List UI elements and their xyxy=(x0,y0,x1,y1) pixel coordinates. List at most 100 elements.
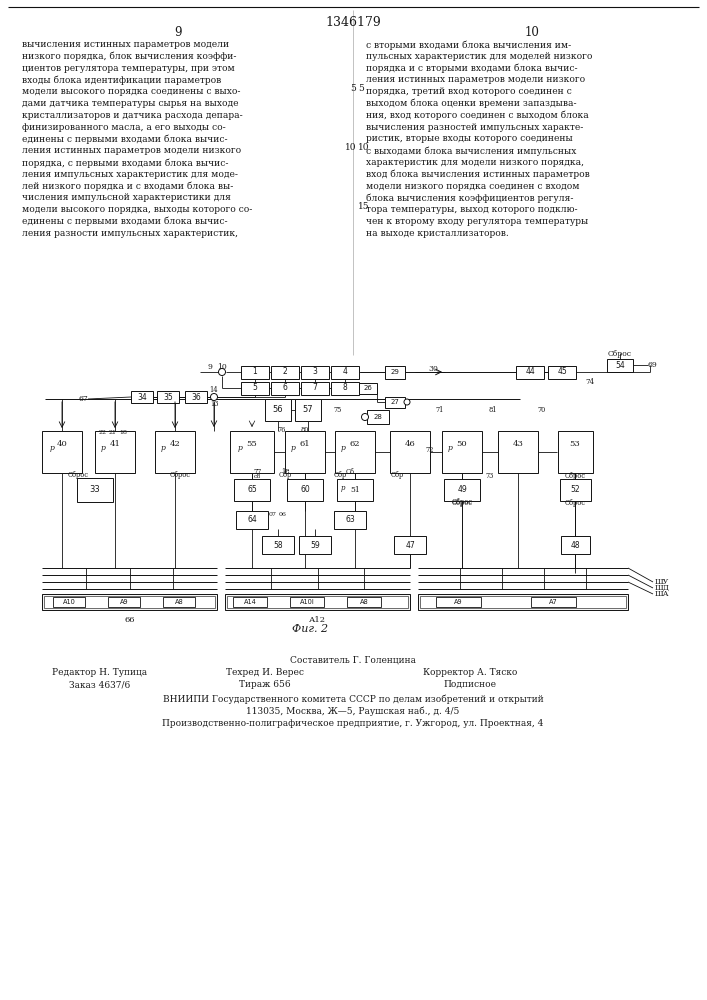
Text: 71: 71 xyxy=(436,406,444,414)
Text: 44: 44 xyxy=(525,367,535,376)
Text: 50: 50 xyxy=(457,440,467,448)
Text: 1: 1 xyxy=(252,367,257,376)
Bar xyxy=(95,431,135,473)
Bar xyxy=(236,511,268,529)
Text: Редактор Н. Тупица: Редактор Н. Тупица xyxy=(52,668,148,677)
Bar xyxy=(442,431,482,473)
Text: 6: 6 xyxy=(283,383,288,392)
Bar xyxy=(287,479,323,501)
Text: 5: 5 xyxy=(358,84,364,93)
Text: 43: 43 xyxy=(513,440,523,448)
Text: ристик, вторые входы которого соединены: ристик, вторые входы которого соединены xyxy=(366,134,573,143)
Text: 28: 28 xyxy=(373,414,382,420)
Text: числения импульсной характеристики для: числения импульсной характеристики для xyxy=(22,193,231,202)
Text: р: р xyxy=(448,444,452,452)
Text: Сброс: Сброс xyxy=(170,471,190,479)
Text: тора температуры, выход которого подклю-: тора температуры, выход которого подклю- xyxy=(366,205,578,214)
Text: 10: 10 xyxy=(217,363,227,371)
Text: модели высокого порядка, выходы которого со-: модели высокого порядка, выходы которого… xyxy=(22,205,252,214)
Bar xyxy=(359,382,377,393)
Text: ШУ: ШУ xyxy=(655,578,670,586)
Text: 67: 67 xyxy=(78,395,88,403)
Text: Заказ 4637/6: Заказ 4637/6 xyxy=(69,680,131,689)
Text: порядка, третий вход которого соединен с: порядка, третий вход которого соединен с xyxy=(366,87,572,96)
Bar xyxy=(262,536,294,554)
Text: Сбр: Сбр xyxy=(334,471,346,479)
Text: Сброс: Сброс xyxy=(564,499,585,507)
Text: 14: 14 xyxy=(210,386,218,394)
Text: 62: 62 xyxy=(350,440,361,448)
Text: 58: 58 xyxy=(273,540,283,550)
Text: ления импульсных характеристик для моде-: ления импульсных характеристик для моде- xyxy=(22,170,238,179)
Text: 80: 80 xyxy=(300,426,309,434)
Bar xyxy=(367,410,389,424)
Text: Тираж 656: Тираж 656 xyxy=(239,680,291,689)
Text: 15: 15 xyxy=(358,202,370,211)
Bar xyxy=(225,594,410,610)
Text: А9: А9 xyxy=(454,599,462,605)
Bar xyxy=(420,596,626,608)
Text: 47: 47 xyxy=(405,540,415,550)
Text: ления истинных параметров модели низкого: ления истинных параметров модели низкого xyxy=(366,75,585,84)
Text: дами датчика температуры сырья на выходе: дами датчика температуры сырья на выходе xyxy=(22,99,238,108)
Text: вычисления разностей импульсных характе-: вычисления разностей импульсных характе- xyxy=(366,123,583,132)
Bar xyxy=(530,597,575,607)
Text: р: р xyxy=(341,444,346,452)
Text: 73: 73 xyxy=(486,472,494,480)
Bar xyxy=(241,381,269,394)
Text: выходом блока оценки времени запаздыва-: выходом блока оценки времени запаздыва- xyxy=(366,99,577,108)
Bar xyxy=(558,431,592,473)
Text: 07: 07 xyxy=(269,512,277,518)
Text: 21: 21 xyxy=(109,430,117,436)
Bar xyxy=(163,597,195,607)
Text: 42: 42 xyxy=(170,440,180,448)
Bar xyxy=(290,597,324,607)
Text: 4: 4 xyxy=(343,367,347,376)
Bar xyxy=(385,365,405,378)
Text: 53: 53 xyxy=(570,440,580,448)
Bar xyxy=(234,479,270,501)
Text: Сб: Сб xyxy=(346,468,354,476)
Text: единены с первыми входами блока вычис-: единены с первыми входами блока вычис- xyxy=(22,134,228,144)
Text: А8: А8 xyxy=(175,599,183,605)
Text: модели низкого порядка соединен с входом: модели низкого порядка соединен с входом xyxy=(366,182,580,191)
Text: А8: А8 xyxy=(360,599,368,605)
Text: 10: 10 xyxy=(358,143,370,152)
Text: 52: 52 xyxy=(570,486,580,494)
Text: 45: 45 xyxy=(557,367,567,376)
Bar xyxy=(301,381,329,394)
Text: входы блока идентификации параметров: входы блока идентификации параметров xyxy=(22,75,221,85)
Text: Сброс: Сброс xyxy=(67,471,88,479)
Text: 61: 61 xyxy=(300,440,310,448)
Bar xyxy=(299,536,331,554)
Text: Подписное: Подписное xyxy=(443,680,496,689)
Text: 54: 54 xyxy=(615,360,625,369)
Bar xyxy=(42,431,82,473)
Text: 5: 5 xyxy=(350,84,356,93)
Text: 26: 26 xyxy=(363,385,373,391)
Bar xyxy=(295,399,321,421)
Text: р: р xyxy=(291,444,296,452)
Text: А14: А14 xyxy=(244,599,257,605)
Text: А7: А7 xyxy=(549,599,557,605)
Bar xyxy=(233,597,267,607)
Text: чен к второму входу регулятора температуры: чен к второму входу регулятора температу… xyxy=(366,217,588,226)
Text: 48: 48 xyxy=(570,540,580,550)
Text: 75: 75 xyxy=(334,406,342,414)
Text: порядка и с вторыми входами блока вычис-: порядка и с вторыми входами блока вычис- xyxy=(366,64,578,73)
Text: 63: 63 xyxy=(345,516,355,524)
Text: Производственно-полиграфическое предприятие, г. Ужгород, ул. Проектная, 4: Производственно-полиграфическое предприя… xyxy=(163,719,544,728)
Bar xyxy=(77,478,113,502)
Text: 70: 70 xyxy=(538,406,546,414)
Text: 8: 8 xyxy=(343,383,347,392)
Text: Сброс: Сброс xyxy=(452,499,472,507)
Text: единены с первыми входами блока вычис-: единены с первыми входами блока вычис- xyxy=(22,217,228,227)
Bar xyxy=(436,597,481,607)
Text: Составитель Г. Голенцина: Составитель Г. Голенцина xyxy=(290,655,416,664)
Text: 5: 5 xyxy=(252,383,257,392)
Bar xyxy=(347,597,381,607)
Text: 57: 57 xyxy=(303,406,313,414)
Text: вычисления истинных параметров модели: вычисления истинных параметров модели xyxy=(22,40,229,49)
Text: Сброс: Сброс xyxy=(564,472,585,480)
Text: 40: 40 xyxy=(57,440,67,448)
